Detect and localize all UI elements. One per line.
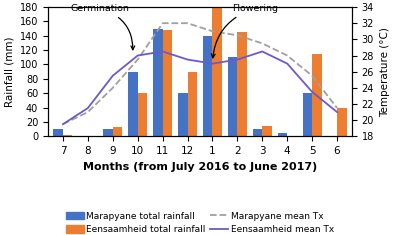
X-axis label: Months (from July 2016 to June 2017): Months (from July 2016 to June 2017) <box>83 162 317 172</box>
Bar <box>262 125 272 136</box>
Bar <box>54 129 63 136</box>
Text: Germination: Germination <box>70 4 135 50</box>
Bar <box>138 93 147 136</box>
Bar <box>153 29 163 136</box>
Bar <box>278 133 287 136</box>
Y-axis label: Rainfall (mm): Rainfall (mm) <box>4 36 14 107</box>
Bar <box>203 36 212 136</box>
Bar <box>253 129 262 136</box>
Bar <box>163 30 172 136</box>
Bar <box>228 57 237 136</box>
Bar <box>103 129 113 136</box>
Bar <box>178 93 188 136</box>
Bar <box>237 32 247 136</box>
Bar <box>337 108 346 136</box>
Text: Flowering: Flowering <box>211 4 278 58</box>
Bar <box>188 72 197 136</box>
Y-axis label: Temperature (°C): Temperature (°C) <box>380 27 390 117</box>
Bar <box>312 54 322 136</box>
Bar <box>113 127 122 136</box>
Bar <box>63 135 72 136</box>
Legend: Marapyane total rainfall, Eensaamheid total rainfall, Marapyane mean Tx, Eensaam: Marapyane total rainfall, Eensaamheid to… <box>62 208 338 235</box>
Bar <box>212 7 222 136</box>
Bar <box>303 93 312 136</box>
Bar <box>128 72 138 136</box>
